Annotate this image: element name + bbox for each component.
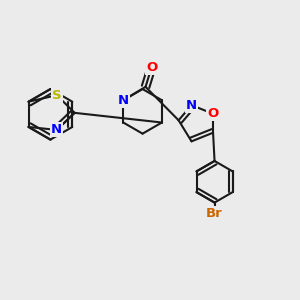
Text: N: N bbox=[118, 94, 129, 107]
Text: N: N bbox=[51, 123, 62, 136]
Text: N: N bbox=[186, 99, 197, 112]
Text: S: S bbox=[52, 89, 62, 102]
Text: O: O bbox=[207, 107, 219, 120]
Text: Br: Br bbox=[206, 207, 223, 220]
Text: O: O bbox=[146, 61, 157, 74]
